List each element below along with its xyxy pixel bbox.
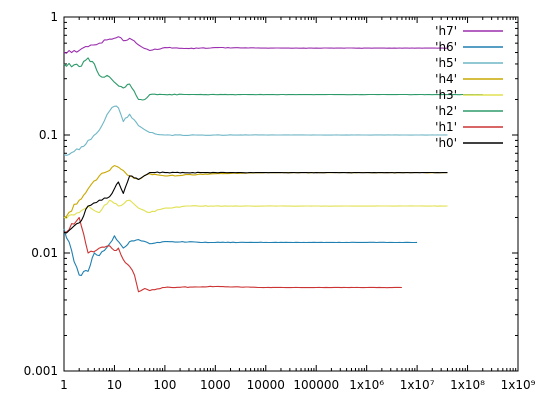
x-tick-label: 1x10⁶ [349, 378, 384, 392]
x-tick-label: 10000 [247, 378, 285, 392]
series-line-h2 [63, 57, 483, 101]
series-line-h4 [63, 165, 448, 218]
legend-label: 'h2' [435, 104, 457, 118]
legend-label: 'h3' [435, 88, 457, 102]
series-line-h1 [63, 216, 402, 293]
series-line-h5 [63, 105, 448, 156]
plot-frame [63, 16, 519, 372]
legend-label: 'h4' [435, 72, 457, 86]
legend-label: 'h5' [435, 56, 457, 70]
y-tick-label: 0.01 [31, 246, 58, 260]
x-tick-label: 1x10⁸ [450, 378, 485, 392]
x-tick-label: 1000 [200, 378, 231, 392]
series-line-h0 [63, 171, 448, 234]
y-tick-label: 0.001 [24, 364, 58, 378]
axis-ticks: 1 10 100 1000 10000 100000 1x10⁶ 1x10⁷ 1x10⁸ 1x10… [24, 10, 536, 392]
series-line-h3 [63, 199, 448, 219]
x-tick-label: 100 [153, 378, 176, 392]
legend-label: 'h1' [435, 120, 457, 134]
x-tick-label: 1x10⁹ [501, 378, 536, 392]
series-line-h7 [63, 36, 448, 54]
x-tick-label: 1x10⁷ [400, 378, 435, 392]
legend-label: 'h0' [435, 136, 457, 150]
legend-label: 'h6' [435, 40, 457, 54]
legend-label: 'h7' [435, 24, 457, 38]
x-tick-label: 1 [60, 378, 68, 392]
x-tick-label: 10 [107, 378, 122, 392]
series-lines [63, 36, 483, 293]
y-tick-label: 1 [50, 10, 58, 24]
legend: 'h7' 'h6' 'h5' 'h4' 'h3' 'h2' 'h1' 'h0' [435, 24, 503, 150]
x-tick-label: 100000 [293, 378, 339, 392]
y-tick-label: 0.1 [39, 128, 58, 142]
series-line-h6 [63, 228, 418, 276]
